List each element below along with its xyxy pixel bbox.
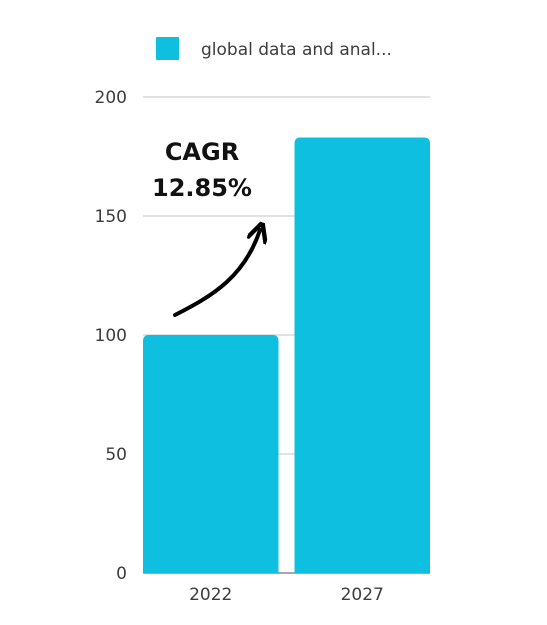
cagr-annotation: CAGR 12.85% (152, 138, 260, 317)
x-tick-label: 2022 (189, 585, 232, 605)
x-tick-label: 2027 (341, 585, 384, 605)
y-tick-label: 100 (95, 326, 127, 346)
legend: global data and anal... (156, 37, 392, 60)
bar-2027 (294, 137, 430, 573)
y-tick-label: 0 (116, 564, 127, 584)
growth-arrow-icon (173, 230, 260, 317)
y-axis: 0 50 100 150 200 (95, 88, 127, 584)
cagr-value: 12.85% (152, 174, 252, 202)
legend-swatch (156, 37, 179, 60)
y-tick-label: 200 (95, 88, 127, 108)
bar-2022 (143, 335, 279, 573)
y-tick-label: 150 (95, 207, 127, 227)
y-tick-label: 50 (105, 445, 127, 465)
cagr-label: CAGR (165, 138, 239, 166)
bars (143, 137, 430, 573)
legend-label: global data and anal... (201, 40, 392, 60)
x-axis: 2022 2027 (189, 585, 384, 605)
